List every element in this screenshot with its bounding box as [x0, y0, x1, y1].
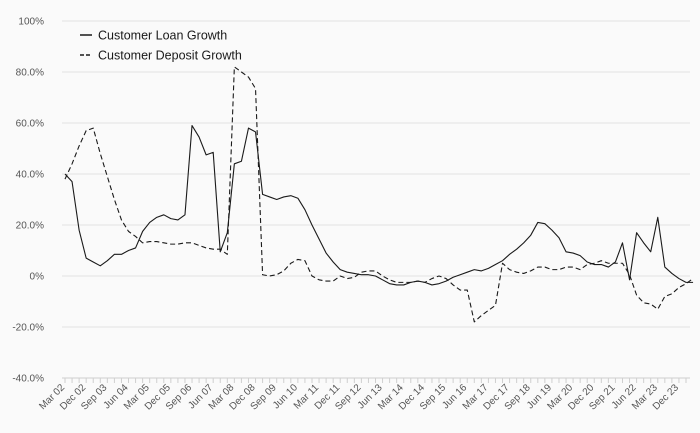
y-tick-label: -40.0% — [12, 374, 44, 385]
legend: Customer Loan Growth Customer Deposit Gro… — [80, 29, 242, 63]
y-tick-label: 60.0% — [16, 119, 44, 130]
grid-lines — [62, 20, 690, 328]
deposit-growth-line — [64, 66, 694, 323]
series-lines — [64, 66, 694, 323]
y-tick-label: 100% — [18, 17, 44, 28]
legend-label: Customer Deposit Growth — [98, 49, 242, 63]
y-tick-label: 20.0% — [16, 221, 44, 232]
y-tick-label: -20.0% — [12, 323, 44, 334]
legend-label: Customer Loan Growth — [98, 29, 227, 43]
loan-growth-line — [64, 125, 694, 286]
y-tick-label: 80.0% — [16, 68, 44, 79]
y-tick-label: 40.0% — [16, 170, 44, 181]
y-tick-label: 0% — [30, 272, 45, 283]
y-axis: 100% 80.0% 60.0% 40.0% 20.0% 0% -20.0% -40.0% — [12, 17, 44, 385]
